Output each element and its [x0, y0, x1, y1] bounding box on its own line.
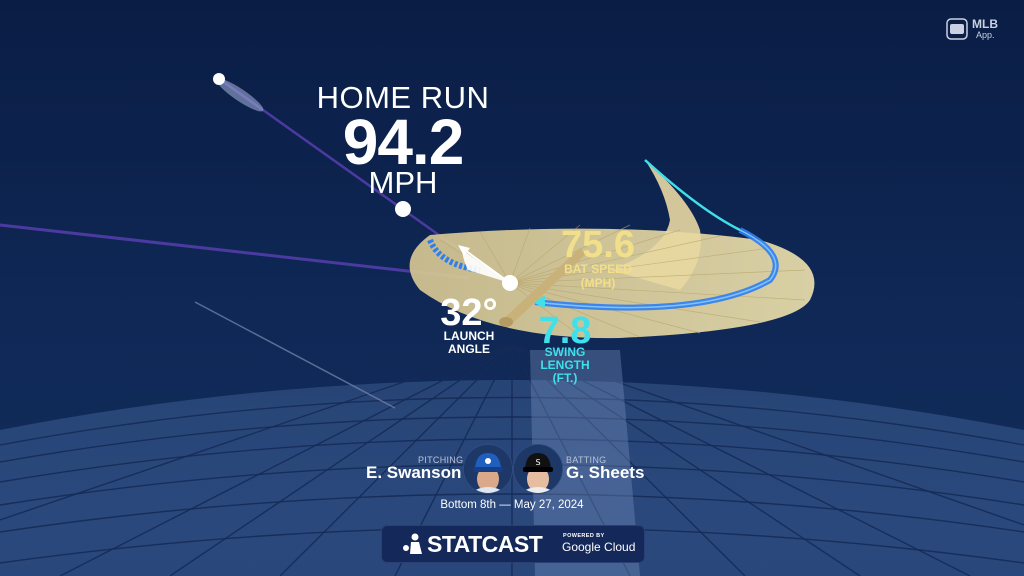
blue-jays-cap-icon [464, 445, 512, 493]
launch-angle-value: 32° [440, 292, 498, 334]
batting-label: BATTING [566, 455, 607, 465]
pitcher-name: E. Swanson [366, 463, 462, 482]
pitching-label: PITCHING [418, 455, 464, 465]
swing-length-unit: (FT.) [552, 371, 578, 385]
exit-velocity-value: 94.2 [342, 106, 465, 178]
swing-length-title-1: SWING [544, 345, 586, 359]
svg-text:S: S [535, 458, 540, 467]
statcast-wordmark: STATCAST [427, 531, 543, 557]
google-cloud-label: Google Cloud [562, 540, 636, 554]
launch-angle-title-1: LAUNCH [443, 329, 495, 343]
outcome-label: HOME RUN [316, 80, 490, 115]
app-label: App. [976, 30, 995, 40]
bat-speed-title: BAT SPEED [564, 262, 632, 276]
game-situation: Bottom 8th — May 27, 2024 [440, 499, 584, 511]
pitcher-headshot [463, 444, 513, 494]
mlb-app-logo: MLB App. [946, 17, 1006, 43]
launch-angle-label: LAUNCH ANGLE [428, 330, 510, 356]
bat-speed-label: BAT SPEED (MPH) [548, 262, 648, 290]
batter-headshot: S [513, 444, 563, 494]
batter-name: G. Sheets [566, 463, 645, 482]
launch-angle-title-2: ANGLE [448, 342, 490, 356]
white-sox-cap-icon: S [514, 445, 562, 493]
bat-speed-value: 75.6 [561, 224, 635, 266]
exit-velocity-unit: MPH [368, 165, 438, 200]
swing-length-title-2: LENGTH [540, 358, 590, 372]
mlb-label: MLB [972, 17, 998, 31]
mlb-app-logo-icon [946, 18, 968, 40]
swing-length-value: 7.8 [538, 310, 592, 352]
swing-length-label: SWING LENGTH (FT.) [520, 346, 610, 385]
powered-by-label: POWERED BY [563, 533, 605, 539]
statcast-badge: STATCAST POWERED BY Google Cloud [381, 525, 645, 563]
bat-speed-unit: (MPH) [580, 276, 616, 290]
statcast-batter-icon [403, 533, 422, 554]
